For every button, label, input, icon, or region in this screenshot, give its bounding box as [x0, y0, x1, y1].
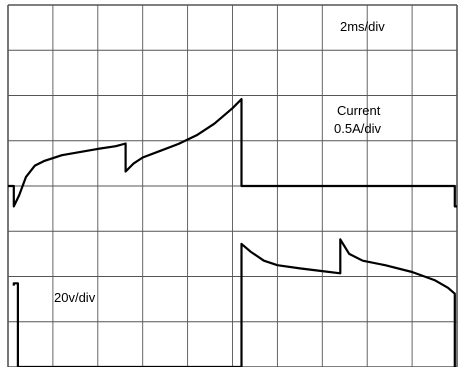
voltage-trace: [12, 238, 456, 367]
current-trace: [8, 98, 457, 208]
voltage-scale-label: 20v/div: [54, 290, 96, 305]
timebase-label: 2ms/div: [340, 19, 385, 34]
graticule-grid: [7, 4, 458, 367]
traces: [8, 98, 457, 367]
current-label: Current: [337, 103, 381, 118]
current-scale-label: 0.5A/div: [334, 121, 381, 136]
